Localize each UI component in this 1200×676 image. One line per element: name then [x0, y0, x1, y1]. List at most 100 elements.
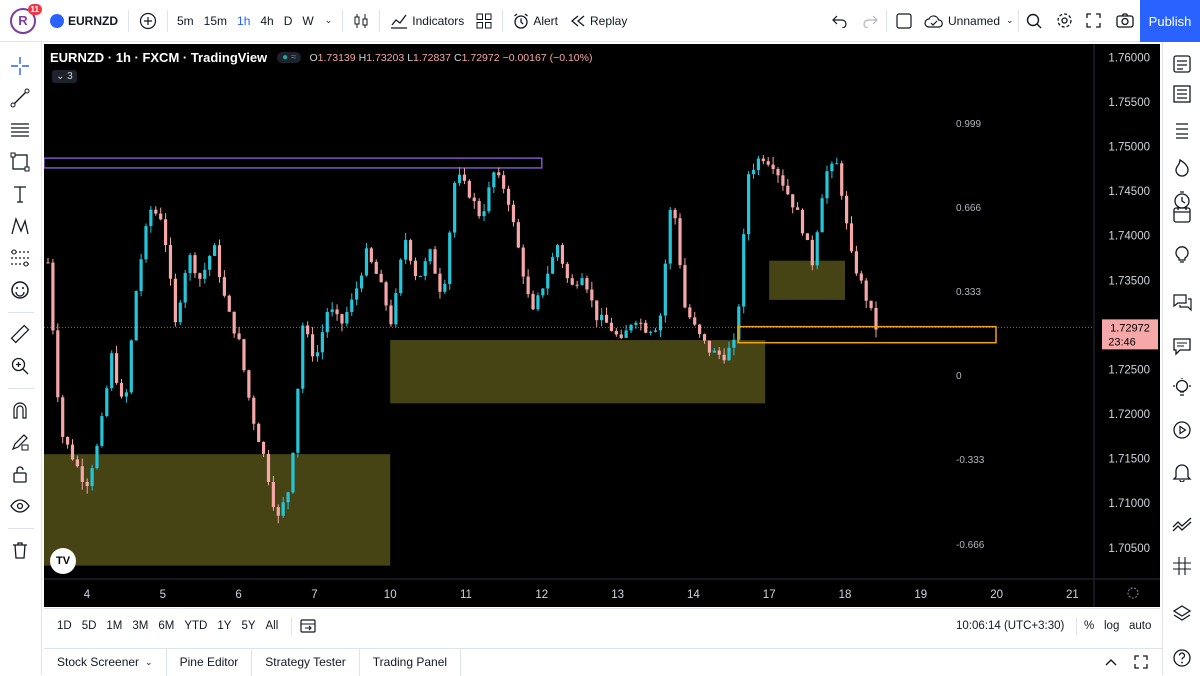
candle-body: [252, 397, 256, 424]
pine-icon[interactable]: [1170, 554, 1194, 578]
log-toggle[interactable]: log: [1104, 619, 1120, 632]
candle-body: [786, 185, 790, 195]
chat-bubble-icon[interactable]: [1170, 334, 1194, 358]
indicators-button[interactable]: Indicators: [384, 0, 470, 42]
range-1m[interactable]: 1M: [106, 619, 123, 632]
candle-body: [364, 248, 369, 276]
candle-body: [453, 182, 457, 233]
fullscreen-button[interactable]: [1080, 0, 1107, 42]
axis-settings-gear-icon[interactable]: [1127, 587, 1139, 599]
maximize-panel-button[interactable]: [1134, 655, 1148, 672]
range-1d[interactable]: 1D: [57, 619, 72, 632]
timeframe-5m[interactable]: 5m: [177, 13, 194, 28]
candle-body: [580, 278, 584, 285]
compare-symbol-button[interactable]: [133, 0, 163, 42]
range-3m[interactable]: 3M: [132, 619, 149, 632]
timeframe-list: 5m 15m 1h 4h D W ⌄: [172, 0, 338, 42]
layout-name-button[interactable]: Unnamed ⌄: [918, 0, 1020, 42]
auto-toggle[interactable]: auto: [1129, 619, 1152, 632]
tab-trading-panel[interactable]: Trading Panel: [360, 648, 462, 676]
crosshair-icon[interactable]: [8, 54, 32, 78]
collapse-panel-button[interactable]: [1104, 655, 1118, 672]
snapshot-button[interactable]: [1110, 0, 1140, 42]
trash-icon[interactable]: [8, 538, 32, 562]
watchlist-icon[interactable]: [1170, 52, 1194, 76]
search-button[interactable]: [1020, 0, 1048, 42]
timer-icon[interactable]: [1170, 188, 1194, 212]
price-tick-label: 1.71000: [1108, 498, 1150, 510]
timeframe-d[interactable]: D: [283, 13, 293, 28]
ideas-bulb-icon[interactable]: [1170, 242, 1194, 266]
timeframe-4h[interactable]: 4h: [260, 13, 274, 28]
alert-button[interactable]: Alert: [507, 0, 564, 42]
help-icon[interactable]: [1170, 646, 1194, 670]
chart-legend: EURNZD · 1h · FXCM · TradingView ● ≈ O1.…: [50, 50, 592, 65]
ruler-icon[interactable]: [8, 322, 32, 346]
tab-stock-screener[interactable]: Stock Screener ⌄: [44, 648, 167, 676]
timeframe-dropdown-icon[interactable]: ⌄: [324, 15, 333, 25]
notifications-bell-icon[interactable]: [1170, 460, 1194, 484]
range-1y[interactable]: 1Y: [217, 619, 232, 632]
redo-button[interactable]: [856, 0, 884, 42]
timeframe-1h[interactable]: 1h: [237, 13, 251, 28]
eye-icon[interactable]: [8, 494, 32, 518]
candle-body: [110, 353, 114, 389]
symbol-search-button[interactable]: EURNZD: [44, 0, 124, 42]
timeframe-15m[interactable]: 15m: [203, 13, 228, 28]
support-box[interactable]: [737, 325, 997, 344]
hotlists-fire-icon[interactable]: [1170, 156, 1194, 180]
candle-body: [683, 265, 687, 308]
emoji-icon[interactable]: [8, 278, 32, 302]
tab-strategy-tester[interactable]: Strategy Tester: [252, 648, 360, 676]
chart-type-button[interactable]: [347, 0, 375, 42]
tab-pine-editor[interactable]: Pine Editor: [167, 648, 253, 676]
settings-button[interactable]: [1050, 0, 1079, 42]
lightbulb-icon[interactable]: [1170, 376, 1194, 400]
text-tool-icon[interactable]: [8, 182, 32, 206]
prediction-icon[interactable]: [8, 246, 32, 270]
candle-body: [320, 332, 324, 353]
news-icon[interactable]: [1170, 82, 1194, 106]
alerts-list-icon[interactable]: [1170, 118, 1194, 142]
range-5d[interactable]: 5D: [81, 619, 97, 632]
layers-icon[interactable]: [1170, 602, 1194, 626]
chats-icon[interactable]: [1170, 290, 1194, 314]
range-ytd[interactable]: YTD: [184, 619, 208, 632]
replay-button[interactable]: Replay: [564, 0, 633, 42]
range-all[interactable]: All: [265, 619, 279, 632]
templates-button[interactable]: [470, 0, 498, 42]
horizontal-lines-icon[interactable]: [8, 118, 32, 142]
undo-button[interactable]: [826, 0, 854, 42]
time-tick-label: 12: [535, 589, 548, 601]
chart-canvas[interactable]: 0.999 0.666 0.333 0 -0.333 -0.666 1.76000 1.755…: [44, 44, 1160, 607]
lock-pencil-icon[interactable]: [8, 430, 32, 454]
percent-toggle[interactable]: %: [1084, 619, 1095, 632]
resistance-box[interactable]: [44, 157, 543, 169]
timeframe-w[interactable]: W: [302, 13, 314, 28]
select-layout-checkbox[interactable]: [890, 0, 918, 42]
range-6m[interactable]: 6M: [158, 619, 175, 632]
candle-body: [310, 334, 315, 357]
candle-body: [663, 263, 667, 316]
collapse-indicators-button[interactable]: ⌄ 3: [52, 70, 77, 83]
streams-icon[interactable]: [1170, 418, 1194, 442]
range-bar: 1D 5D 1M 3M 6M YTD 1Y 5Y All 10:06:14 (UTC+3:30)…: [44, 608, 1160, 642]
publish-button[interactable]: Publish: [1140, 0, 1200, 42]
pattern-icon[interactable]: [8, 214, 32, 238]
candle-body: [555, 245, 560, 258]
zoom-in-icon[interactable]: [8, 354, 32, 378]
trend-line-icon[interactable]: [8, 86, 32, 110]
range-5y[interactable]: 5Y: [241, 619, 256, 632]
magnet-icon[interactable]: [8, 398, 32, 422]
calendar-icon[interactable]: [1170, 202, 1194, 226]
candle-body: [521, 247, 525, 277]
rectangle-icon[interactable]: [8, 150, 32, 174]
user-avatar[interactable]: R 11: [10, 3, 42, 34]
unlock-icon[interactable]: [8, 462, 32, 486]
market-status-icon[interactable]: ● ≈: [277, 52, 302, 63]
candle-body: [472, 197, 476, 202]
go-to-date-button[interactable]: [300, 618, 316, 634]
chart-pane[interactable]: 0.999 0.666 0.333 0 -0.333 -0.666 1.76000 1.755…: [44, 44, 1160, 607]
timezone-clock[interactable]: 10:06:14 (UTC+3:30): [956, 619, 1065, 632]
trading-wave-icon[interactable]: [1170, 512, 1194, 536]
